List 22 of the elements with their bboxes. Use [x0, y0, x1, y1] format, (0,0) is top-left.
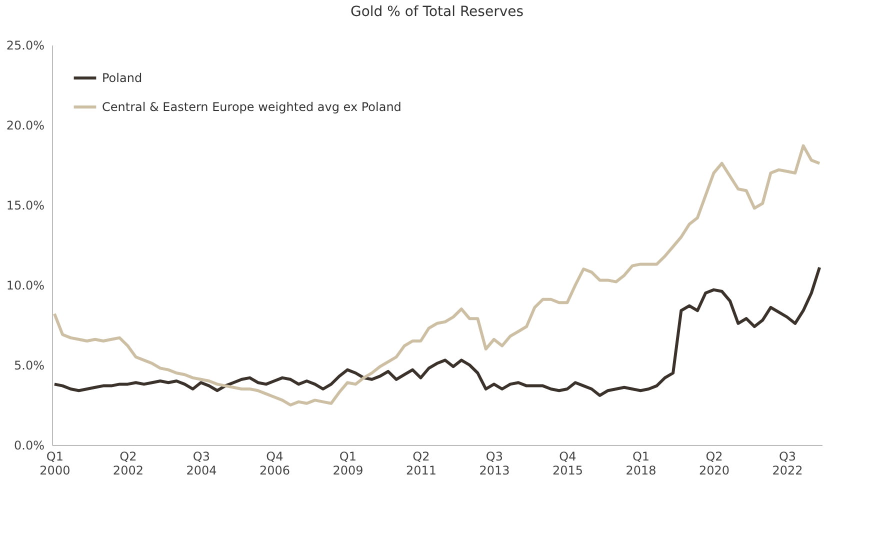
- x-tick-label: Q3 2013: [479, 450, 510, 478]
- x-tick-label: Q4 2015: [552, 450, 584, 478]
- y-tick-label: 15.0%: [6, 198, 44, 212]
- x-tick-label: Q4 2006: [259, 450, 290, 478]
- line-series: [52, 144, 822, 406]
- legend-label: Poland: [102, 71, 142, 85]
- y-tick-label: 20.0%: [6, 118, 44, 132]
- chart-title: Gold % of Total Reserves: [350, 4, 524, 20]
- x-tick-label: Q1 2000: [40, 450, 70, 478]
- y-tick-label: 5.0%: [14, 358, 44, 372]
- x-tick-label: Q2 2002: [112, 450, 144, 478]
- y-tick-label: 25.0%: [6, 38, 44, 52]
- y-tick-label: 0.0%: [14, 438, 44, 452]
- x-tick-label: Q1 2009: [332, 450, 364, 478]
- x-tick-label: Q3 2004: [186, 450, 217, 478]
- x-tick-label: Q1 2018: [626, 450, 656, 478]
- line-series: [52, 266, 822, 397]
- x-tick-label: Q3 2022: [772, 450, 803, 478]
- y-tick-label: 10.0%: [6, 278, 44, 292]
- x-tick-label: Q2 2011: [406, 450, 436, 478]
- legend-label: Central & Eastern Europe weighted avg ex Poland: [102, 100, 402, 114]
- x-tick-label: Q2 2020: [698, 450, 730, 478]
